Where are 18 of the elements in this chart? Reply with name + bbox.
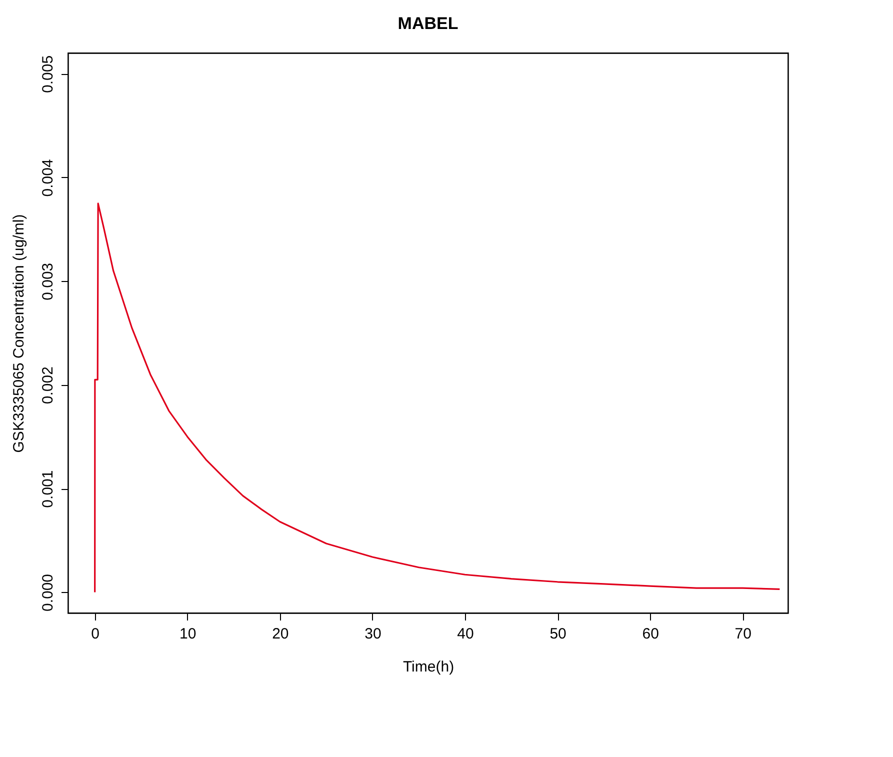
y-tick-label: 0.001 xyxy=(40,470,56,508)
y-tick-label: 0.004 xyxy=(40,159,56,197)
chart-title: MABEL xyxy=(398,14,458,33)
y-tick-label: 0.005 xyxy=(40,55,56,94)
x-tick-label: 70 xyxy=(734,626,752,642)
x-axis-title: Time(h) xyxy=(402,658,454,676)
x-tick-label: 40 xyxy=(457,626,474,642)
x-tick-label: 60 xyxy=(642,626,659,642)
y-tick-label: 0.002 xyxy=(40,366,56,404)
x-tick-label: 50 xyxy=(550,626,566,642)
x-tick-label: 10 xyxy=(180,626,196,642)
y-tick-label: 0.000 xyxy=(40,574,56,612)
y-tick-label: 0.003 xyxy=(40,262,56,300)
x-tick-label: 20 xyxy=(272,626,289,642)
x-tick-label: 30 xyxy=(364,626,382,642)
y-axis-title: GSK3335065 Concentration (ug/ml) xyxy=(10,214,28,453)
x-tick-label: 0 xyxy=(91,626,100,642)
line-series xyxy=(94,202,780,594)
